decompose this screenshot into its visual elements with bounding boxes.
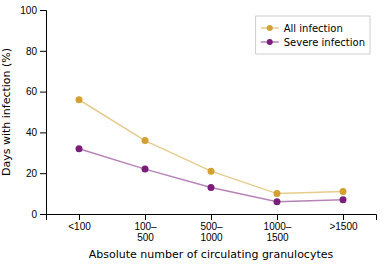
y-tick: 60 — [26, 86, 46, 97]
x-tick-label-line: 500– — [200, 221, 223, 232]
x-tick-label: 1000–1500 — [264, 221, 292, 243]
x-tick-label-line: >1500 — [329, 221, 358, 232]
y-tick: 0 — [31, 209, 46, 220]
y-tick-mark — [40, 214, 46, 215]
x-tick-mark — [343, 214, 344, 220]
y-tick: 20 — [26, 168, 46, 179]
legend-label: Severe infection — [284, 37, 365, 48]
x-axis: <100 100–500 500–1000 1000–1500 >1500 — [47, 214, 377, 243]
point — [274, 190, 281, 197]
point — [142, 166, 149, 173]
x-tick-label-line: 1500 — [266, 232, 289, 243]
legend-box — [256, 16, 370, 54]
x-tick-label-line: 1000– — [264, 221, 292, 232]
x-tick-label: 500–1000 — [200, 221, 223, 243]
x-tick: 100–500 — [134, 214, 157, 243]
y-tick-mark — [40, 51, 46, 52]
x-tick: <100 — [68, 214, 91, 232]
point — [340, 196, 347, 203]
x-tick-mark — [145, 214, 146, 220]
point — [208, 184, 215, 191]
series-line — [79, 100, 343, 194]
y-tick-mark — [40, 10, 46, 11]
legend-marker — [267, 39, 273, 45]
point — [208, 168, 215, 175]
data — [76, 96, 347, 205]
x-axis-line — [47, 215, 377, 221]
y-tick-label: 40 — [26, 127, 38, 138]
y-tick-label: 60 — [26, 86, 38, 97]
x-tick-mark — [79, 214, 80, 220]
y-tick-label: 20 — [26, 168, 38, 179]
y-tick-mark — [40, 173, 46, 174]
y-tick-label: 100 — [20, 5, 37, 16]
x-tick-label: <100 — [68, 221, 91, 232]
point — [274, 198, 281, 205]
x-tick-mark — [277, 214, 278, 220]
x-tick-label-line: 500 — [137, 232, 154, 243]
legend-item: All infection — [261, 23, 343, 34]
series — [76, 96, 347, 197]
y-axis-title: Days with infection (%) — [0, 48, 13, 176]
point — [142, 137, 149, 144]
x-tick-label-line: 100– — [134, 221, 157, 232]
y-tick-label: 80 — [26, 46, 38, 57]
legend-marker — [267, 25, 273, 31]
point — [76, 96, 83, 103]
legend-item: Severe infection — [261, 37, 365, 48]
y-axis: 0 20 40 60 80 100 — [20, 5, 46, 220]
point — [76, 145, 83, 152]
y-tick-mark — [40, 92, 46, 93]
y-tick-mark — [40, 132, 46, 133]
legend-label: All infection — [284, 23, 343, 34]
series-line — [79, 149, 343, 202]
y-axis-line — [40, 11, 47, 215]
chart: 0 20 40 60 80 100 <100 100–500 500–1000 1000–1500… — [0, 0, 386, 264]
x-tick-label: 100–500 — [134, 221, 157, 243]
y-tick: 80 — [26, 46, 46, 57]
y-tick-label: 0 — [31, 209, 37, 220]
x-tick-mark — [211, 214, 212, 220]
plot: 0 20 40 60 80 100 <100 100–500 500–1000 1000–1500… — [0, 5, 377, 261]
x-tick: >1500 — [329, 214, 358, 232]
x-tick-label-line: 1000 — [200, 232, 223, 243]
x-axis-title: Absolute number of circulating granulocy… — [89, 248, 334, 261]
x-tick-label-line: <100 — [68, 221, 91, 232]
y-tick: 40 — [26, 127, 46, 138]
point — [340, 188, 347, 195]
y-tick: 100 — [20, 5, 46, 16]
x-tick-label: >1500 — [329, 221, 358, 232]
x-tick: 500–1000 — [200, 214, 223, 243]
legend: All infection Severe infection — [256, 16, 370, 54]
x-tick: 1000–1500 — [264, 214, 292, 243]
series — [76, 145, 347, 205]
